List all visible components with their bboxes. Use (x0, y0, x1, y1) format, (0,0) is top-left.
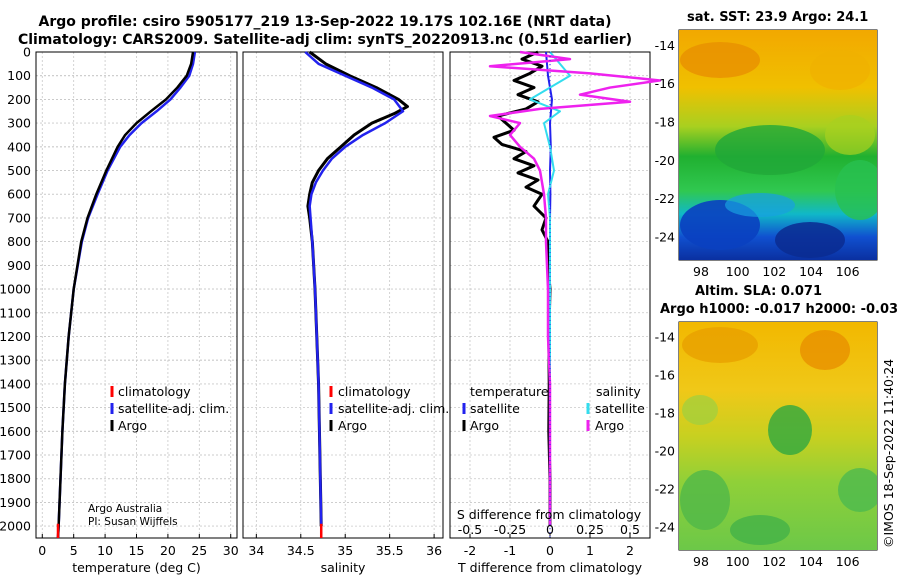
x-tick-label: 10 (97, 543, 113, 558)
map-y-tick-label: -24 (655, 230, 675, 245)
x-axis-label: temperature (deg C) (72, 560, 201, 575)
x-tick-label: -2 (464, 543, 476, 558)
salinity-legend-label: Argo (338, 418, 367, 433)
diff-legend-label-T: satellite (470, 401, 520, 416)
temperature-legend-label: Argo (118, 418, 147, 433)
map-x-tick-label: 102 (762, 264, 786, 279)
diff-legend-label-S: Argo (595, 418, 624, 433)
temperature-legend-label: climatology (118, 384, 191, 399)
diff-secondary-tick-label: -0.25 (494, 522, 526, 537)
y-tick-label: 300 (7, 116, 31, 131)
panel-frame (242, 51, 444, 539)
map-x-tick-label: 100 (726, 264, 750, 279)
credit-line-1: Argo Australia (88, 503, 162, 515)
salinity-legend-label: climatology (338, 384, 411, 399)
map-x-tick-label: 100 (726, 554, 750, 569)
y-tick-label: 1300 (0, 353, 31, 368)
map-y-tick-label: -16 (655, 368, 675, 383)
map-y-tick-label: -20 (655, 153, 675, 168)
title-line-2: Climatology: CARS2009. Satellite-adj cli… (17, 32, 633, 48)
map-x-tick-label: 104 (799, 264, 823, 279)
x-tick-label: 35.5 (376, 543, 404, 558)
y-tick-label: 700 (7, 210, 31, 225)
x-tick-label: -1 (504, 543, 516, 558)
y-tick-label: 0 (23, 45, 31, 60)
y-tick-label: 1700 (0, 448, 31, 463)
x-tick-label: 0 (38, 543, 46, 558)
x-tick-label: 2 (626, 543, 634, 558)
map-y-tick-label: -16 (655, 76, 675, 91)
map-x-tick-label: 98 (693, 554, 709, 569)
map-y-tick-label: -14 (655, 38, 675, 53)
sst-heatmap (679, 30, 877, 260)
map-y-tick-label: -22 (655, 482, 675, 497)
x-tick-label: 35 (337, 543, 353, 558)
diff-secondary-tick-label: 0 (546, 522, 554, 537)
diff-argo-S-line (488, 50, 662, 527)
diff-legend-label-T: Argo (470, 418, 499, 433)
diff-legend-label-S: satellite (595, 401, 645, 416)
map-y-tick-label: -24 (655, 520, 675, 535)
y-tick-label: 1500 (0, 400, 31, 415)
map-y-tick-label: -14 (655, 330, 675, 345)
diff-secondary-tick-label: 0.25 (576, 522, 604, 537)
title-line-1: Argo profile: csiro 5905177_219 13-Sep-2… (38, 14, 612, 30)
diff-secondary-tick-label: -0.5 (458, 522, 482, 537)
sla-heatmap (679, 322, 877, 550)
credit-line-2: PI: Susan Wijffels (88, 516, 178, 528)
y-tick-label: 1100 (0, 305, 31, 320)
y-tick-label: 1900 (0, 495, 31, 510)
x-tick-label: 20 (160, 543, 176, 558)
map-y-tick-label: -20 (655, 444, 675, 459)
map-y-tick-label: -18 (655, 406, 675, 421)
y-tick-label: 100 (7, 68, 31, 83)
map-y-tick-label: -18 (655, 115, 675, 130)
map-x-tick-label: 98 (693, 264, 709, 279)
sst-map-title: sat. SST: 23.9 Argo: 24.1 (687, 10, 869, 25)
map-x-tick-label: 106 (836, 264, 860, 279)
y-tick-label: 200 (7, 92, 31, 107)
salinity-legend-label: satellite-adj. clim. (338, 401, 449, 416)
diff-secondary-tick-label: 0.5 (620, 522, 640, 537)
y-tick-label: 1600 (0, 424, 31, 439)
x-axis-label: salinity (321, 560, 366, 575)
diff-satellite-S-line (529, 51, 571, 527)
diff-legend-heading-salinity: salinity (596, 384, 641, 399)
y-tick-label: 1400 (0, 376, 31, 391)
temperature-argo-line (56, 51, 195, 539)
x-tick-label: 25 (191, 543, 207, 558)
y-tick-label: 600 (7, 187, 31, 202)
y-tick-label: 2000 (0, 519, 31, 534)
x-tick-label: 30 (223, 543, 239, 558)
diff-top-xlabel: S difference from climatology (457, 507, 642, 522)
sla-map-title-line-2: Argo h1000: -0.017 h2000: -0.03 (660, 302, 899, 317)
y-tick-label: 1200 (0, 329, 31, 344)
x-tick-label: 0 (546, 543, 554, 558)
sla-map-title-line-1: Altim. SLA: 0.071 (695, 284, 822, 299)
x-tick-label: 34 (248, 543, 264, 558)
salinity-satellite-adj-line (304, 51, 405, 527)
map-y-tick-label: -22 (655, 191, 675, 206)
x-tick-label: 1 (586, 543, 594, 558)
temperature-legend-label: satellite-adj. clim. (118, 401, 229, 416)
y-tick-label: 1000 (0, 282, 31, 297)
x-axis-label: T difference from climatology (457, 560, 643, 575)
map-x-tick-label: 104 (799, 554, 823, 569)
x-tick-label: 36 (426, 543, 442, 558)
y-tick-label: 500 (7, 163, 31, 178)
map-x-tick-label: 102 (762, 554, 786, 569)
x-tick-label: 5 (70, 543, 78, 558)
y-tick-label: 1800 (0, 471, 31, 486)
temperature-satellite-adj-line (56, 51, 197, 539)
y-tick-label: 400 (7, 139, 31, 154)
map-x-tick-label: 106 (836, 554, 860, 569)
y-tick-label: 800 (7, 234, 31, 249)
x-tick-label: 34.5 (287, 543, 315, 558)
y-tick-label: 900 (7, 258, 31, 273)
diff-legend-heading-temperature: temperature (470, 384, 549, 399)
x-tick-label: 15 (129, 543, 145, 558)
